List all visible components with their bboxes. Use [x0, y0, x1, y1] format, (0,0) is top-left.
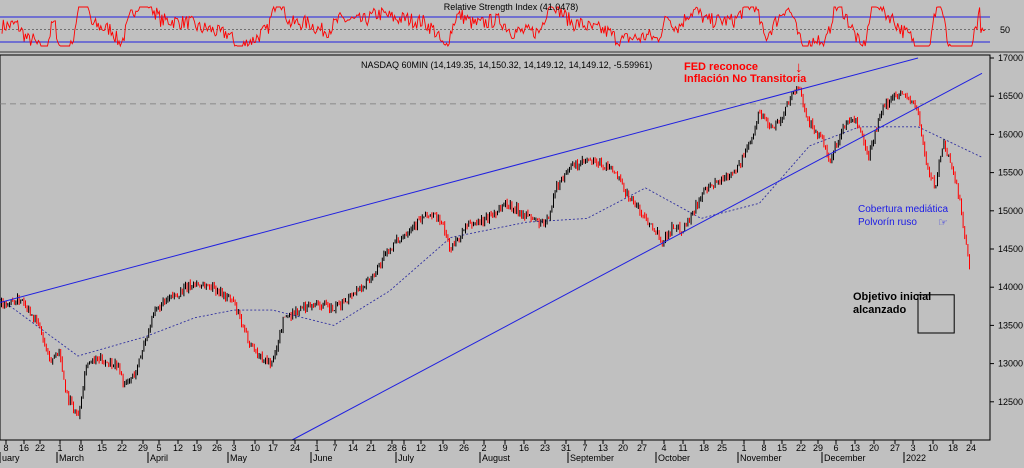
x-tick-label: 27 [890, 443, 900, 453]
x-tick-label: 26 [459, 443, 469, 453]
x-month-label: July [398, 453, 415, 463]
x-tick-label: 26 [212, 443, 222, 453]
trendline-layer [0, 57, 983, 441]
x-month-label: March [59, 453, 84, 463]
main-title: NASDAQ 60MIN (14,149.35, 14,150.32, 14,1… [361, 60, 652, 70]
media-annotation-line2: Polvorín ruso [858, 217, 917, 228]
x-tick-label: 31 [561, 443, 571, 453]
rsi-panel [0, 0, 1024, 53]
x-tick-label: 15 [97, 443, 107, 453]
x-tick-label: 3 [231, 443, 236, 453]
x-tick-label: 2 [481, 443, 486, 453]
x-month-label: September [570, 453, 614, 463]
y-tick-label: 14000 [998, 282, 1023, 292]
fed-arrow-icon: ↓ [795, 59, 803, 76]
x-tick-label: 21 [366, 443, 376, 453]
x-tick-label: 6 [833, 443, 838, 453]
x-tick-label: 20 [618, 443, 628, 453]
x-tick-label: 22 [796, 443, 806, 453]
x-tick-label: 18 [699, 443, 709, 453]
x-month-label: May [230, 453, 248, 463]
target-annotation-line1: Objetivo inicial [853, 291, 931, 303]
x-tick-label: 28 [387, 443, 397, 453]
x-tick-label: 8 [3, 443, 8, 453]
fed-annotation-line2: Inflación No Transitoria [684, 73, 807, 85]
x-tick-label: 25 [717, 443, 727, 453]
x-month-label: 2022 [906, 453, 926, 463]
x-tick-label: 22 [117, 443, 127, 453]
moving-average-layer [0, 126, 983, 357]
rsi-panel-background [0, 0, 1024, 52]
x-tick-label: 15 [777, 443, 787, 453]
lower-trendline [291, 72, 983, 441]
x-tick-label: 6 [401, 443, 406, 453]
y-tick-label: 14500 [998, 244, 1023, 254]
x-tick-label: 22 [35, 443, 45, 453]
upper-trendline [0, 57, 919, 303]
x-tick-label: 17 [268, 443, 278, 453]
y-tick-label: 12500 [998, 397, 1023, 407]
y-tick-label: 13500 [998, 320, 1023, 330]
y-tick-label: 13000 [998, 359, 1023, 369]
x-tick-label: 29 [813, 443, 823, 453]
x-tick-label: 19 [438, 443, 448, 453]
x-tick-label: 1 [741, 443, 746, 453]
x-tick-label: 24 [290, 443, 300, 453]
x-month-label: June [313, 453, 333, 463]
x-tick-label: 3 [910, 443, 915, 453]
x-tick-label: 10 [250, 443, 260, 453]
y-tick-label: 17000 [998, 53, 1023, 63]
x-month-label: August [482, 453, 511, 463]
x-tick-label: 4 [661, 443, 666, 453]
x-month-label: April [150, 453, 168, 463]
x-tick-label: 29 [138, 443, 148, 453]
x-tick-label: 13 [598, 443, 608, 453]
x-tick-label: 8 [78, 443, 83, 453]
x-tick-label: 1 [314, 443, 319, 453]
x-tick-label: 9 [502, 443, 507, 453]
x-tick-label: 19 [192, 443, 202, 453]
y-tick-label: 16500 [998, 91, 1023, 101]
x-tick-label: 16 [19, 443, 29, 453]
x-tick-label: 8 [761, 443, 766, 453]
y-tick-label: 15500 [998, 168, 1023, 178]
axis-layer: 12500 13000 13500 14000 14500 15000 15500 16000… [0, 53, 1024, 463]
x-tick-label: 11 [678, 443, 687, 453]
fed-annotation-line1: FED reconoce [684, 61, 758, 73]
x-tick-label: 16 [519, 443, 529, 453]
x-tick-label: 7 [332, 443, 337, 453]
x-tick-label: 7 [582, 443, 587, 453]
x-tick-label: 12 [173, 443, 183, 453]
x-tick-label: 20 [869, 443, 879, 453]
y-axis-background [990, 55, 1024, 440]
x-tick-label: 10 [928, 443, 938, 453]
hand-pointer-icon: ☞ [938, 217, 948, 229]
rsi-line [1, 5, 985, 48]
y-tick-label: 15000 [998, 206, 1023, 216]
x-tick-label: 12 [416, 443, 426, 453]
x-tick-label: 27 [637, 443, 647, 453]
rsi-level-label: 50 [1000, 25, 1010, 35]
x-tick-label: 18 [948, 443, 958, 453]
target-box [917, 294, 955, 334]
moving-average-line [0, 126, 983, 357]
x-tick-label: 1 [57, 443, 62, 453]
x-tick-label: 13 [850, 443, 860, 453]
candle-layer [1, 86, 970, 420]
x-tick-label: 24 [966, 443, 976, 453]
x-month-label: December [824, 453, 866, 463]
target-annotation-line2: alcanzado [853, 304, 906, 316]
x-tick-label: 23 [540, 443, 550, 453]
x-tick-label: 5 [156, 443, 161, 453]
y-tick-label: 16000 [998, 129, 1023, 139]
rsi-title: Relative Strength Index (41.0478) [444, 2, 579, 12]
media-annotation-line1: Cobertura mediática [858, 204, 948, 215]
x-month-label: uary [2, 453, 20, 463]
x-month-label: October [658, 453, 690, 463]
x-month-label: November [740, 453, 782, 463]
x-tick-label: 14 [348, 443, 358, 453]
